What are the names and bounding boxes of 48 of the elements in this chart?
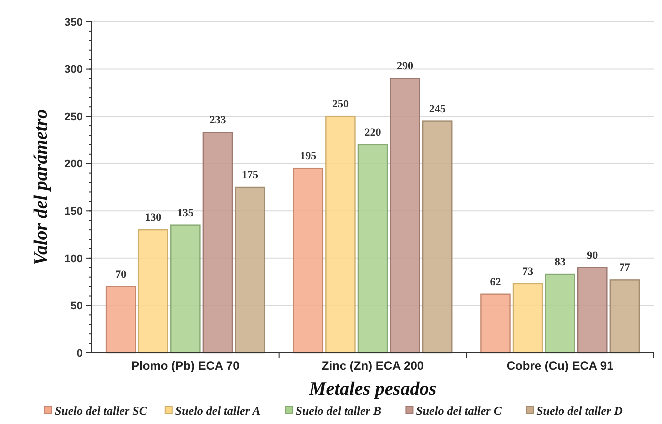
- bar: [358, 144, 388, 354]
- x-axis-title: Metales pesados: [308, 379, 437, 400]
- bar: [578, 267, 608, 354]
- data-label: 135: [177, 207, 194, 220]
- data-label: 70: [116, 268, 128, 281]
- legend-label: Suelo del taller A: [175, 404, 261, 418]
- x-tick-label: Cobre (Cu) ECA 91: [506, 359, 614, 373]
- y-tick-label: 200: [64, 158, 83, 171]
- y-tick-label: 50: [70, 300, 83, 313]
- y-tick-label: 0: [76, 348, 83, 360]
- y-tick-label: 100: [64, 253, 83, 266]
- bar: [293, 168, 324, 354]
- data-label: 62: [490, 276, 502, 288]
- legend-label: Suelo del taller B: [296, 404, 382, 418]
- y-tick-label: 150: [64, 206, 83, 218]
- data-label: 233: [210, 114, 227, 127]
- data-label: 290: [397, 60, 414, 73]
- bar: [512, 283, 544, 354]
- bar: [326, 116, 356, 354]
- bar: [138, 229, 168, 354]
- x-tick-label: Plomo (Pb) ECA 70: [132, 359, 240, 373]
- bar: [235, 186, 266, 354]
- data-label: 175: [242, 170, 260, 182]
- data-label: 250: [332, 98, 350, 111]
- data-label: 90: [587, 250, 599, 262]
- legend-label: Suelo del taller SC: [55, 404, 148, 418]
- y-tick-label: 300: [64, 64, 83, 76]
- bar: [545, 274, 576, 354]
- bar: [390, 78, 420, 354]
- legend-label: Suelo del taller C: [416, 404, 503, 418]
- data-label: 83: [554, 256, 566, 269]
- bar: [610, 280, 640, 354]
- bar: [106, 286, 136, 354]
- bar: [170, 224, 201, 354]
- bar: [480, 294, 511, 354]
- data-label: 73: [522, 266, 534, 278]
- y-axis-title: Valor del parámetro: [31, 109, 52, 266]
- data-label: 77: [619, 262, 631, 274]
- legend-label: Suelo del taller D: [536, 404, 624, 418]
- bar: [202, 132, 234, 354]
- data-label: 130: [145, 212, 162, 224]
- data-label: 220: [364, 126, 382, 139]
- y-tick-label: 350: [64, 16, 83, 29]
- bar: [422, 120, 453, 354]
- data-label: 195: [300, 150, 318, 163]
- data-label: 245: [429, 103, 446, 116]
- y-tick-label: 250: [64, 111, 83, 124]
- x-tick-label: Zinc (Zn) ECA 200: [322, 359, 424, 373]
